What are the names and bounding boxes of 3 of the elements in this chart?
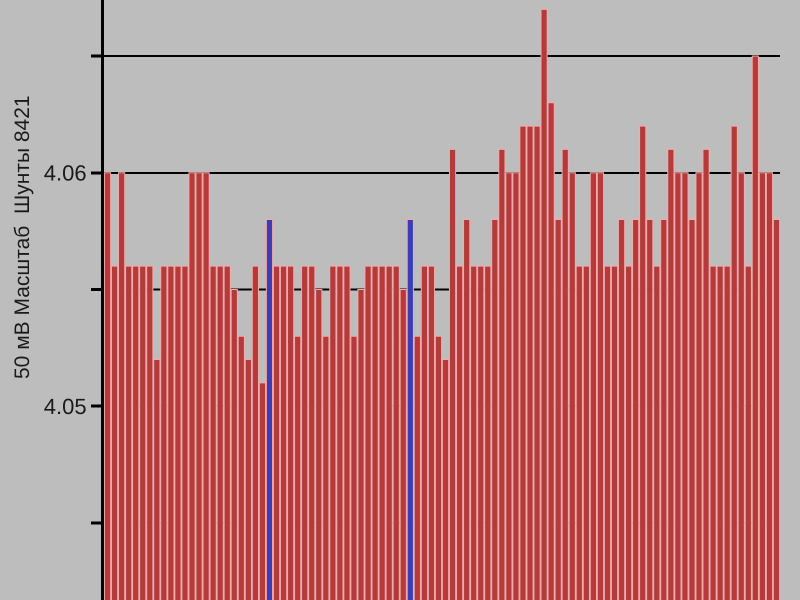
y-tick-label: 4.06 [44,160,87,186]
y-axis-title: 50 мВ Масштаб Шунты 8421 [11,95,34,379]
y-tick-label: 4.05 [44,394,87,419]
